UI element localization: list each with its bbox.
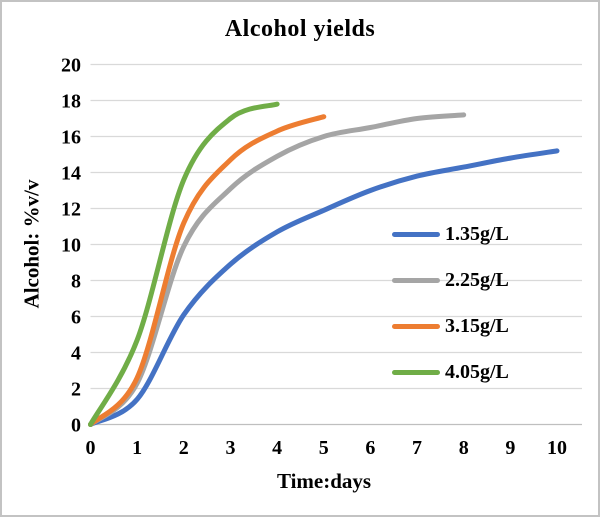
x-tick-label: 2 xyxy=(179,437,189,459)
x-tick-label: 0 xyxy=(86,437,96,459)
x-tick-label: 3 xyxy=(225,437,235,459)
series-line-3.15g-l xyxy=(88,114,327,427)
legend-label: 3.15g/L xyxy=(445,314,509,337)
y-tick-label: 8 xyxy=(71,271,81,293)
legend: 1.35g/L 2.25g/L 3.15g/L 4.05g/L xyxy=(392,211,509,395)
series-line-4.05g-l xyxy=(88,101,280,427)
legend-swatch xyxy=(392,231,440,237)
y-tick-label: 4 xyxy=(71,343,81,365)
legend-item-4.05g-l: 4.05g/L xyxy=(392,349,509,395)
x-tick-label: 4 xyxy=(272,437,282,459)
y-tick-label: 2 xyxy=(71,379,81,401)
y-tick-label: 12 xyxy=(61,199,81,221)
legend-swatch xyxy=(392,277,440,283)
legend-label: 2.25g/L xyxy=(445,268,509,291)
x-tick-label: 7 xyxy=(412,437,422,459)
series-line-1.35g-l xyxy=(88,148,560,427)
x-axis-title: Time:days xyxy=(276,469,372,493)
x-tick-label: 8 xyxy=(459,437,469,459)
y-tick-label: 6 xyxy=(71,307,81,329)
y-tick-label: 14 xyxy=(61,163,81,185)
chart-title: Alcohol yields xyxy=(224,16,376,42)
y-tick-label: 18 xyxy=(61,91,81,113)
y-tick-label: 16 xyxy=(61,127,81,149)
legend-swatch xyxy=(392,369,440,375)
legend-label: 1.35g/L xyxy=(445,222,509,245)
x-tick-label: 9 xyxy=(505,437,515,459)
x-tick-label: 5 xyxy=(319,437,329,459)
legend-item-3.15g-l: 3.15g/L xyxy=(392,303,509,349)
x-tick-label: 1 xyxy=(132,437,142,459)
legend-swatch xyxy=(392,323,440,329)
legend-item-1.35g-l: 1.35g/L xyxy=(392,211,509,257)
series-line-2.25g-l xyxy=(88,112,467,427)
x-tick-label: 6 xyxy=(365,437,375,459)
y-tick-label: 0 xyxy=(71,415,81,437)
y-tick-label: 20 xyxy=(61,55,81,77)
legend-label: 4.05g/L xyxy=(445,360,509,383)
legend-item-2.25g-l: 2.25g/L xyxy=(392,257,509,303)
y-tick-label: 10 xyxy=(61,235,81,257)
x-tick-label: 10 xyxy=(547,437,567,459)
